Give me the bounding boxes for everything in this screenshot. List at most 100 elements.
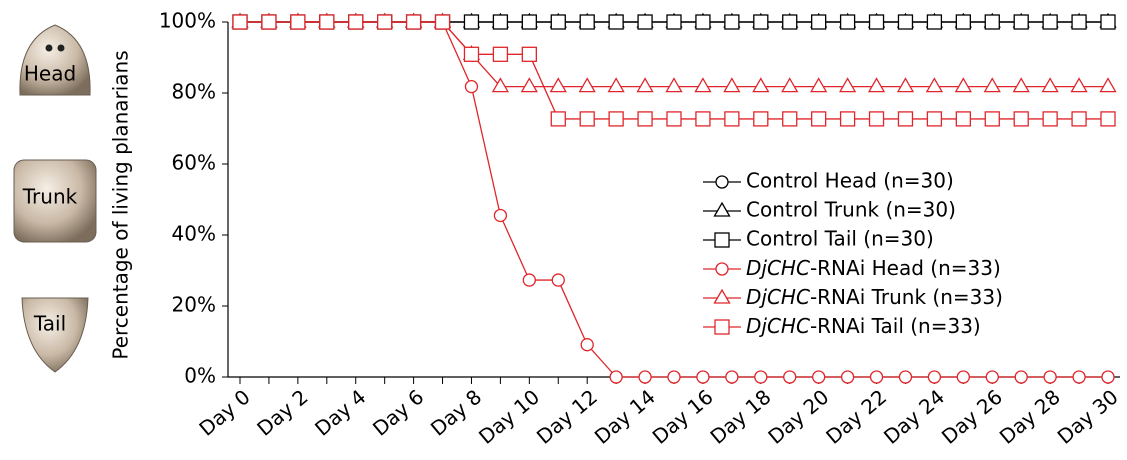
marker [638, 370, 652, 384]
marker [926, 14, 943, 30]
legend-marker [714, 319, 730, 335]
marker [811, 14, 827, 30]
marker [925, 77, 944, 93]
marker [985, 370, 999, 384]
marker [696, 370, 710, 384]
marker [898, 370, 913, 384]
marker [955, 14, 971, 30]
marker [636, 77, 654, 93]
marker [1100, 14, 1116, 30]
marker [1043, 370, 1057, 384]
marker [1012, 77, 1030, 93]
x-tick-label: Day 0 [194, 385, 254, 441]
legend-label: Control Tail (n=30) [746, 227, 934, 251]
marker [724, 14, 740, 30]
x-tick-label: Day 28 [995, 385, 1065, 449]
marker [783, 370, 797, 384]
marker [897, 14, 914, 30]
marker [551, 273, 565, 287]
legend-label: DjCHC-RNAi Trunk (n=33) [746, 285, 1003, 309]
y-tick-label: 80% [172, 80, 216, 104]
marker [492, 14, 509, 30]
marker [520, 77, 538, 93]
marker [926, 111, 943, 127]
legend-label: DjCHC-RNAi Tail (n=33) [746, 314, 981, 338]
marker [927, 370, 942, 384]
marker [782, 111, 798, 127]
marker [867, 77, 886, 93]
marker [752, 77, 770, 93]
marker [578, 77, 596, 93]
y-tick-label: 0% [184, 364, 216, 388]
marker [753, 14, 769, 30]
marker [810, 77, 828, 93]
marker [839, 111, 856, 127]
marker [725, 370, 739, 384]
series-line [240, 21, 1108, 120]
marker [522, 273, 536, 287]
marker [753, 111, 769, 127]
legend-marker [713, 201, 731, 217]
legend-marker [714, 232, 730, 248]
marker [463, 46, 480, 62]
marker [1042, 111, 1058, 127]
marker [550, 111, 566, 127]
marker [838, 77, 857, 93]
annotation: Tail [33, 312, 66, 336]
x-tick-label: Day 4 [310, 385, 370, 441]
marker [1071, 14, 1087, 30]
marker [493, 208, 508, 223]
marker [579, 111, 595, 127]
x-tick-label: Day 16 [648, 385, 718, 449]
marker [1013, 14, 1029, 30]
x-tick-label: Day 20 [763, 385, 833, 449]
marker [580, 338, 594, 352]
marker [754, 370, 768, 384]
marker [637, 14, 653, 30]
marker [897, 111, 914, 127]
marker [609, 370, 623, 384]
marker [983, 77, 1001, 93]
marker [1014, 370, 1028, 384]
marker [434, 14, 451, 30]
marker [492, 46, 509, 62]
marker [839, 14, 856, 30]
marker [724, 111, 740, 127]
legend-label: Control Head (n=30) [746, 169, 954, 193]
marker [955, 111, 971, 127]
marker [666, 14, 682, 30]
marker [811, 111, 827, 127]
marker [1099, 77, 1117, 93]
y-tick-label: 20% [172, 293, 216, 317]
marker [1070, 77, 1088, 93]
eye [57, 44, 65, 52]
marker [840, 370, 855, 384]
marker [261, 14, 277, 30]
marker [608, 111, 624, 127]
marker [549, 77, 567, 93]
y-tick-label: 100% [159, 9, 216, 33]
marker [666, 111, 682, 127]
marker [637, 111, 653, 127]
series-line [240, 21, 1108, 88]
marker [665, 77, 683, 93]
head-icon [19, 24, 91, 96]
eye [45, 44, 53, 52]
marker [896, 77, 915, 93]
marker [1041, 77, 1059, 93]
marker [695, 111, 711, 127]
x-tick-label: Day 22 [821, 385, 891, 449]
trunk-icon [13, 159, 97, 243]
x-tick-label: Day 2 [252, 385, 312, 441]
marker [232, 14, 248, 30]
marker [1100, 111, 1116, 127]
marker [1013, 111, 1029, 127]
marker [868, 14, 885, 30]
marker [781, 77, 799, 93]
marker [607, 77, 625, 93]
marker [667, 370, 681, 384]
marker [348, 14, 364, 30]
x-tick-label: Day 26 [937, 385, 1007, 449]
y-axis-label: Percentage of living planarians [109, 50, 133, 359]
annotation: Trunk [22, 185, 78, 209]
